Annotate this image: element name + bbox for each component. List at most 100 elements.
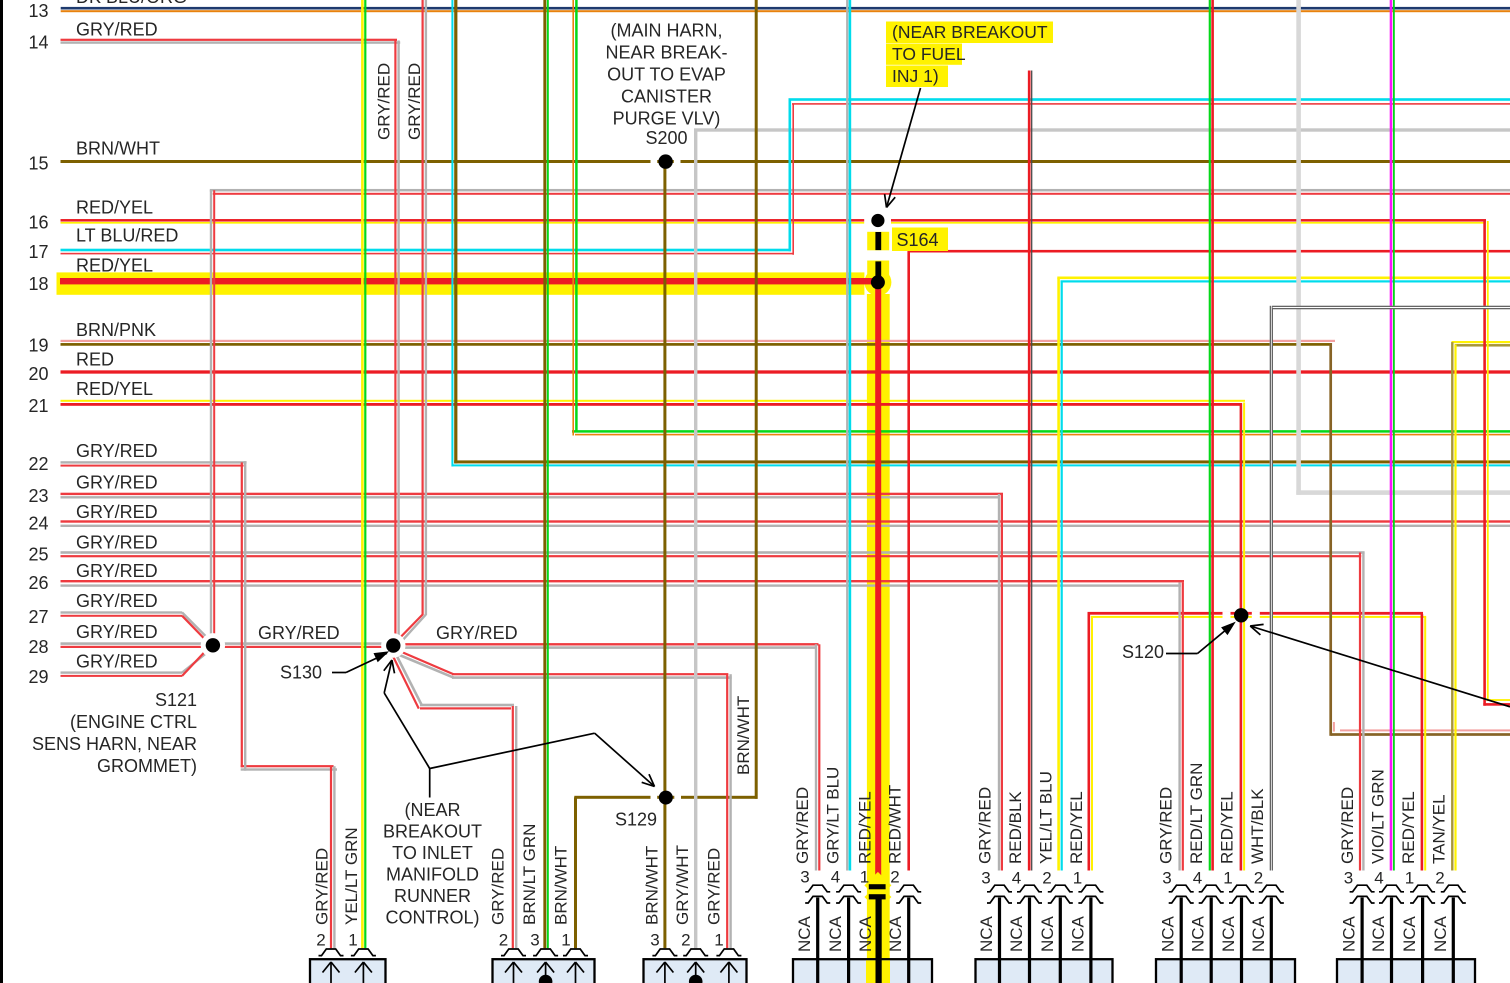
svg-text:BRN/WHT: BRN/WHT (734, 696, 753, 775)
svg-text:3: 3 (530, 931, 539, 950)
svg-text:22: 22 (28, 454, 48, 474)
svg-text:RED/YEL: RED/YEL (76, 198, 153, 218)
svg-text:1: 1 (1073, 869, 1082, 888)
svg-text:GRY/RED: GRY/RED (1156, 787, 1175, 864)
svg-text:NCA: NCA (1068, 915, 1087, 952)
svg-text:2: 2 (1435, 869, 1444, 888)
svg-text:S129: S129 (615, 810, 657, 830)
svg-text:3: 3 (981, 869, 990, 888)
svg-text:BRN/WHT: BRN/WHT (76, 139, 160, 159)
svg-text:NCA: NCA (1249, 915, 1268, 952)
svg-text:GRY/RED: GRY/RED (76, 591, 158, 611)
svg-text:17: 17 (28, 242, 48, 262)
svg-text:1: 1 (714, 931, 723, 950)
svg-text:RED: RED (76, 350, 114, 370)
svg-text:4: 4 (831, 868, 840, 887)
svg-text:NEAR BREAK-: NEAR BREAK- (605, 43, 727, 63)
svg-text:GRY/RED: GRY/RED (76, 652, 158, 672)
svg-text:2: 2 (1254, 869, 1263, 888)
svg-text:RED/LT GRN: RED/LT GRN (1187, 763, 1206, 864)
svg-text:GRY/RED: GRY/RED (488, 848, 507, 925)
svg-text:18: 18 (28, 274, 48, 294)
svg-text:NCA: NCA (977, 915, 996, 952)
svg-text:23: 23 (28, 486, 48, 506)
svg-text:SENS HARN, NEAR: SENS HARN, NEAR (32, 734, 197, 754)
svg-text:INJ 1): INJ 1) (892, 66, 939, 86)
svg-text:GRY/WHT: GRY/WHT (673, 845, 692, 925)
svg-text:GRY/RED: GRY/RED (436, 623, 518, 643)
svg-text:MANIFOLD: MANIFOLD (386, 865, 479, 885)
svg-text:24: 24 (28, 514, 48, 534)
svg-text:RED/YEL: RED/YEL (76, 379, 153, 399)
svg-text:NCA: NCA (1369, 915, 1388, 952)
svg-text:DK BLU/ORG: DK BLU/ORG (76, 0, 187, 7)
svg-text:TO FUEL: TO FUEL (892, 44, 966, 64)
svg-text:GRY/RED: GRY/RED (76, 533, 158, 553)
svg-text:YEL/LT BLU: YEL/LT BLU (1036, 771, 1055, 864)
svg-text:NCA: NCA (795, 915, 814, 952)
svg-text:RED/WHT: RED/WHT (885, 785, 904, 864)
svg-text:GRY/RED: GRY/RED (1338, 787, 1357, 864)
svg-text:S130: S130 (280, 663, 322, 683)
svg-text:GRY/RED: GRY/RED (76, 622, 158, 642)
svg-text:RED/YEL: RED/YEL (1217, 791, 1236, 864)
svg-text:RED/YEL: RED/YEL (76, 256, 153, 276)
svg-text:2: 2 (316, 931, 325, 950)
svg-text:NCA: NCA (856, 915, 875, 952)
svg-text:S121: S121 (155, 690, 197, 710)
svg-text:15: 15 (28, 154, 48, 174)
svg-text:YEL/LT GRN: YEL/LT GRN (342, 827, 361, 925)
svg-text:TAN/YEL: TAN/YEL (1429, 794, 1448, 864)
svg-text:20: 20 (28, 364, 48, 384)
svg-text:GRY/RED: GRY/RED (76, 441, 158, 461)
svg-text:26: 26 (28, 573, 48, 593)
svg-text:(MAIN HARN,: (MAIN HARN, (611, 21, 723, 41)
svg-text:NCA: NCA (1219, 915, 1238, 952)
svg-text:1: 1 (1405, 869, 1414, 888)
svg-text:(NEAR: (NEAR (404, 800, 460, 820)
svg-text:NCA: NCA (1189, 915, 1208, 952)
svg-text:25: 25 (28, 545, 48, 565)
svg-text:13: 13 (28, 1, 48, 21)
svg-text:NCA: NCA (1038, 915, 1057, 952)
svg-text:GRY/RED: GRY/RED (704, 848, 723, 925)
svg-text:OUT TO EVAP: OUT TO EVAP (607, 65, 726, 85)
svg-text:27: 27 (28, 607, 48, 627)
svg-text:RUNNER: RUNNER (394, 886, 471, 906)
svg-text:2: 2 (681, 931, 690, 950)
svg-text:29: 29 (28, 667, 48, 687)
svg-text:GRY/RED: GRY/RED (793, 787, 812, 864)
svg-text:GRY/RED: GRY/RED (375, 63, 394, 140)
svg-text:RED/YEL: RED/YEL (1399, 791, 1418, 864)
svg-text:VIO/LT GRN: VIO/LT GRN (1368, 769, 1387, 864)
svg-text:2: 2 (1042, 869, 1051, 888)
svg-text:RED/BLK: RED/BLK (1006, 791, 1025, 864)
svg-text:3: 3 (800, 868, 809, 887)
svg-text:4: 4 (1012, 869, 1021, 888)
svg-text:BREAKOUT: BREAKOUT (383, 822, 482, 842)
svg-text:BRN/PNK: BRN/PNK (76, 320, 156, 340)
svg-text:NCA: NCA (886, 915, 905, 952)
svg-text:WHT/BLK: WHT/BLK (1248, 788, 1267, 864)
svg-text:S120: S120 (1122, 642, 1164, 662)
svg-text:(ENGINE CTRL: (ENGINE CTRL (70, 712, 197, 732)
svg-text:LT BLU/RED: LT BLU/RED (76, 226, 178, 246)
svg-text:BRN/WHT: BRN/WHT (642, 846, 661, 925)
svg-text:28: 28 (28, 637, 48, 657)
svg-text:NCA: NCA (1159, 915, 1178, 952)
svg-text:3: 3 (1344, 869, 1353, 888)
svg-text:(NEAR BREAKOUT: (NEAR BREAKOUT (892, 22, 1048, 42)
svg-text:GRY/RED: GRY/RED (76, 561, 158, 581)
svg-text:3: 3 (650, 931, 659, 950)
svg-text:BRN/LT GRN: BRN/LT GRN (520, 824, 539, 925)
svg-text:4: 4 (1374, 869, 1383, 888)
svg-text:GRY/RED: GRY/RED (258, 623, 340, 643)
svg-text:GRY/RED: GRY/RED (405, 63, 424, 140)
svg-text:21: 21 (28, 396, 48, 416)
svg-text:RED/YEL: RED/YEL (856, 791, 875, 864)
svg-text:GRY/RED: GRY/RED (76, 502, 158, 522)
svg-text:BRN/WHT: BRN/WHT (551, 846, 570, 925)
svg-text:NCA: NCA (1400, 915, 1419, 952)
svg-text:1: 1 (561, 931, 570, 950)
svg-text:CONTROL): CONTROL) (386, 908, 480, 928)
